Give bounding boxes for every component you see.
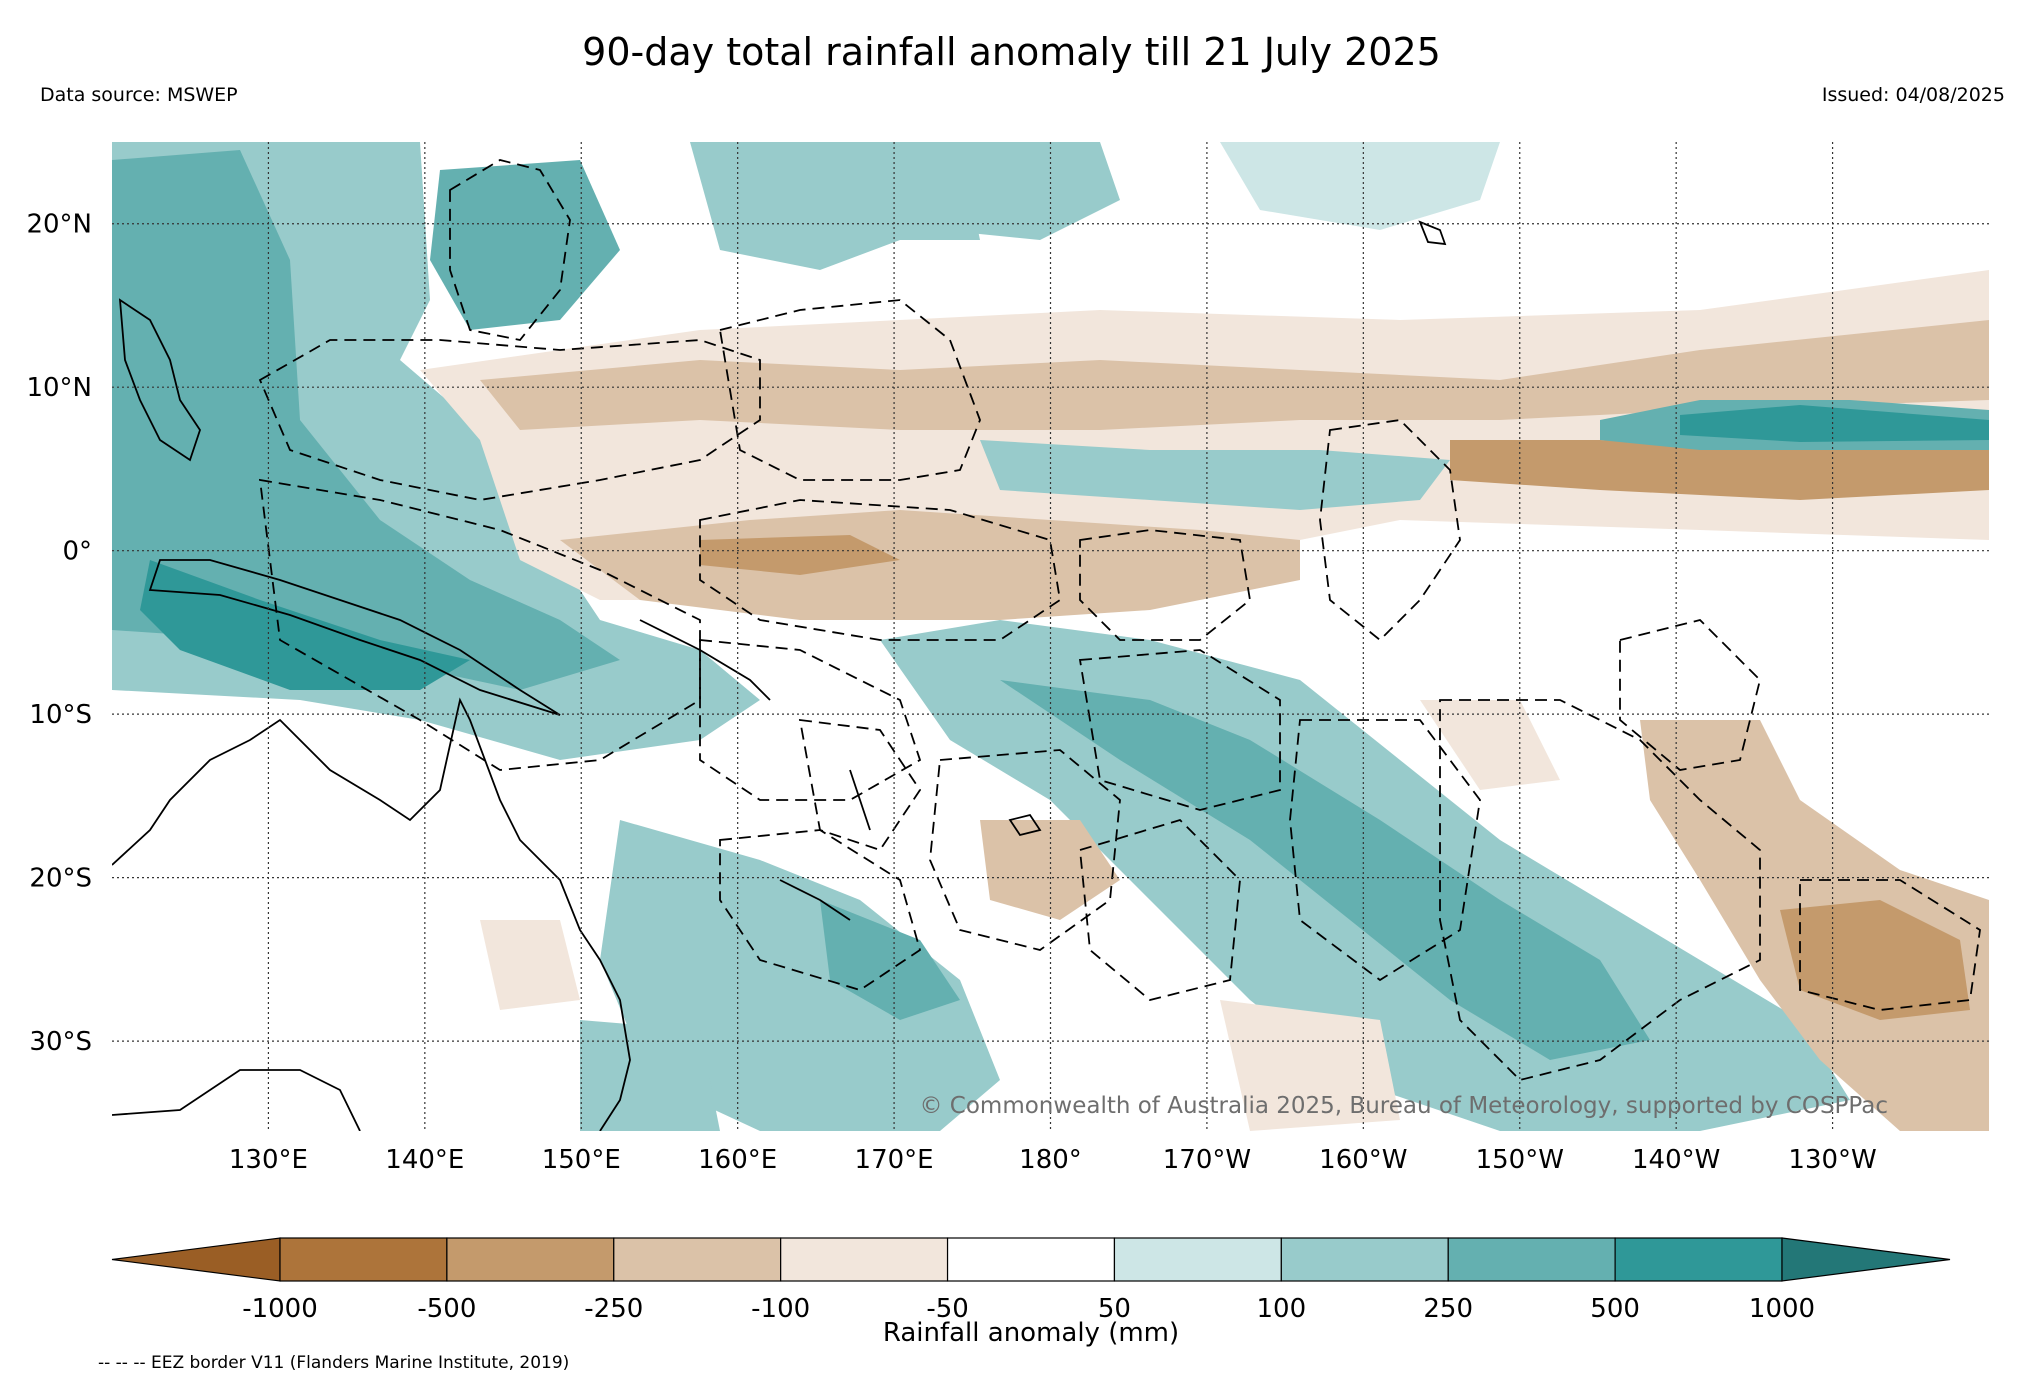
vanuatu-islands (849, 769, 871, 831)
colorbar-tick-label: 500 (1590, 1294, 1640, 1324)
colorbar-segment (946, 1237, 1116, 1282)
colorbar-segment (613, 1237, 782, 1282)
lat-tick-label: 10°N (26, 373, 92, 403)
colorbar-segment (1614, 1237, 1783, 1282)
new-caledonia (779, 879, 851, 921)
colorbar-segment (1280, 1237, 1449, 1282)
eez-french-polynesia (1439, 699, 1761, 1081)
colorbar-segment (446, 1237, 615, 1282)
eez-tonga (1079, 818, 1241, 1001)
wet-region-tasman (580, 1020, 720, 1131)
solomon-islands (639, 619, 771, 701)
lon-tick-label: 160°E (698, 1145, 777, 1175)
lat-tick-label: 0° (62, 537, 92, 567)
dry-region-south-central (1220, 1000, 1400, 1131)
colorbar-extend-high (1781, 1237, 1951, 1282)
colorbar-segment (279, 1237, 448, 1282)
colorbar-tick-label: -50 (926, 1294, 968, 1324)
colorbar-tick-label: -100 (751, 1294, 810, 1324)
eez-borders (258, 159, 1981, 1081)
eez-kiribati-line (1319, 419, 1461, 642)
dry-region-coral-sea (480, 920, 580, 1010)
eez-new-caledonia (719, 829, 922, 991)
lon-tick-label: 150°E (542, 1145, 621, 1175)
wet-region-north-central (900, 142, 1120, 240)
colorbar-tick-labels: -1000 -500 -250 -100 -50 50 100 250 500 1000 (242, 1294, 1815, 1324)
fiji-islands (1008, 813, 1042, 837)
dry-band-equatorial (560, 510, 1300, 620)
colorbar-tick-label: -500 (417, 1294, 476, 1324)
issued-date-label: Issued: 04/08/2025 (1821, 84, 2005, 106)
lat-tick-label: 20°N (26, 210, 92, 240)
lat-tick-label: 20°S (29, 864, 92, 894)
eez-pitcairn (1799, 879, 1981, 1011)
colorbar-segment (1113, 1237, 1282, 1282)
eez-fsm (258, 339, 761, 501)
wet-region-central-north (980, 440, 1450, 510)
wet-region-new-guinea (140, 560, 470, 690)
lat-tick-label: 10°S (29, 700, 92, 730)
map-title: 90-day total rainfall anomaly till 21 Ju… (582, 30, 1441, 74)
colorbar (111, 1237, 1951, 1282)
wet-region-spcz-south-core (820, 900, 960, 1020)
dry-band-east (1450, 440, 1989, 500)
wet-region-west-pacific-core (112, 150, 620, 690)
land-outlines (112, 220, 1447, 1131)
anomaly-fields (112, 142, 1989, 1131)
wet-region-north-east (1220, 142, 1500, 230)
eez-fiji (929, 749, 1121, 951)
colorbar-label: Rainfall anomaly (mm) (883, 1318, 1179, 1348)
new-guinea-coastline (148, 559, 561, 716)
australia-coastline (112, 697, 631, 1131)
eez-cook-islands (1289, 719, 1481, 982)
lon-tick-label: 130°W (1788, 1145, 1876, 1175)
wet-region-north-pacific (420, 142, 980, 270)
lon-tick-label: 140°W (1632, 1145, 1720, 1175)
colorbar-tick-label: 50 (1098, 1294, 1131, 1324)
copyright-notice: © Commonwealth of Australia 2025, Bureau… (919, 1093, 1888, 1119)
map-panel (112, 142, 1989, 1131)
colorbar-tick-label: 250 (1423, 1294, 1473, 1324)
data-source-label: Data source: MSWEP (40, 84, 238, 106)
eez-png (258, 478, 701, 771)
eez-marshall (718, 299, 981, 481)
wet-streak-east-pacific-core (1680, 405, 1989, 442)
eez-kiribati-phoenix (1079, 529, 1251, 641)
eez-marquesas (1619, 619, 1761, 771)
lon-tick-label: 140°E (385, 1145, 464, 1175)
longitude-tick-labels: 130°E 140°E 150°E 160°E 170°E 180° 170°W 160°W 1… (229, 1145, 1877, 1175)
eez-tuvalu-samoa (1078, 649, 1281, 811)
lon-tick-label: 170°W (1163, 1145, 1251, 1175)
eez-vanuatu (798, 718, 922, 852)
colorbar-segment (1447, 1237, 1616, 1282)
lon-tick-label: 130°E (229, 1145, 308, 1175)
colorbar-segment (780, 1237, 949, 1282)
lon-tick-label: 170°E (855, 1145, 934, 1175)
colorbar-tick-label: -1000 (242, 1294, 318, 1324)
wet-region-spcz-core (1000, 680, 1650, 1060)
philippines-coastline (118, 298, 201, 462)
colorbar-tick-label: -250 (584, 1294, 643, 1324)
hawaii-islands (1418, 220, 1447, 246)
dry-band-itcz-core (480, 320, 1989, 430)
wet-region-north-pacific-core (430, 160, 620, 330)
lon-tick-label: 150°W (1476, 1145, 1564, 1175)
dry-region-southeast-core (1780, 900, 1970, 1020)
lon-tick-label: 180° (1019, 1145, 1082, 1175)
australia-south-coast (112, 1069, 361, 1131)
dry-band-equatorial-core (700, 535, 900, 575)
eez-footnote: -- -- -- EEZ border V11 (Flanders Marine… (98, 1353, 570, 1373)
eez-kiribati-gilbert (699, 499, 1061, 641)
colorbar-tick-label: 1000 (1749, 1294, 1815, 1324)
latitude-tick-labels: 20°N 10°N 0° 10°S 20°S 30°S (26, 210, 92, 1057)
eez-solomon (699, 639, 922, 801)
lon-tick-label: 160°W (1319, 1145, 1407, 1175)
colorbar-extend-low (111, 1237, 281, 1282)
dry-region-polynesia (1420, 700, 1560, 790)
eez-guam (449, 159, 571, 341)
colorbar-tick-label: 100 (1257, 1294, 1307, 1324)
lat-tick-label: 30°S (29, 1027, 92, 1057)
